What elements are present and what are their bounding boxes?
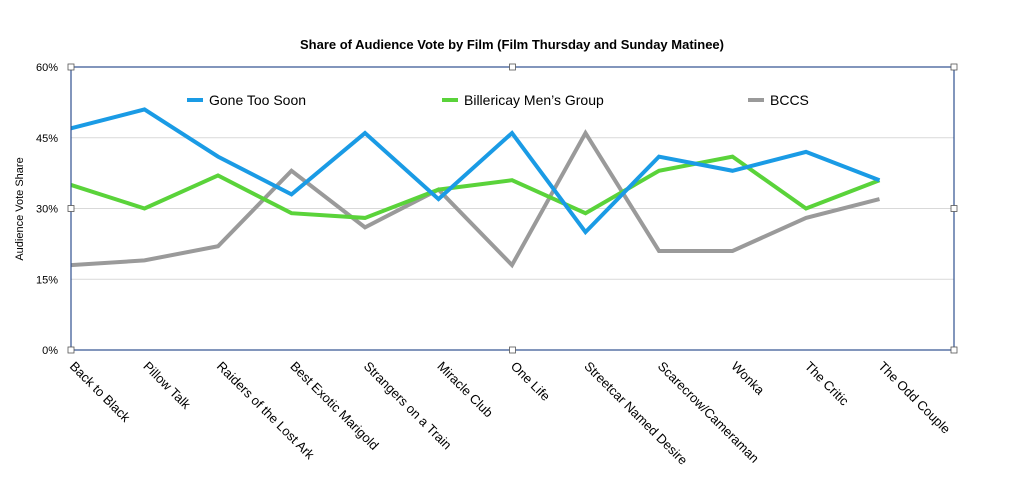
y-tick-label: 45%	[36, 133, 58, 145]
legend-label: BCCS	[770, 92, 809, 108]
x-tick-label: Back to Black	[67, 359, 134, 426]
x-tick-label: Wonka	[728, 359, 768, 399]
resize-handle[interactable]	[950, 346, 958, 354]
resize-handle[interactable]	[67, 346, 75, 354]
resize-handle[interactable]	[509, 346, 516, 354]
resize-handle[interactable]	[509, 63, 516, 71]
resize-handle[interactable]	[950, 63, 958, 71]
x-tick-label: One Life	[508, 359, 553, 404]
x-tick-labels: Back to Black Pillow Talk Raiders of the L…	[67, 359, 954, 468]
y-axis-label: Audience Vote Share	[14, 157, 26, 260]
resize-handle[interactable]	[950, 205, 958, 212]
x-tick-label: Miracle Club	[434, 359, 496, 421]
plot-frame	[67, 63, 958, 354]
y-tick-label: 60%	[36, 62, 58, 74]
chart-title: Share of Audience Vote by Film (Film Thu…	[300, 37, 724, 52]
legend-label: Billericay Men’s Group	[464, 92, 604, 108]
series-line-2	[70, 129, 880, 269]
y-tick-label: 15%	[36, 274, 58, 286]
legend-item-2: BCCS	[748, 92, 809, 108]
x-tick-label: The Critic	[802, 359, 852, 409]
x-tick-label: The Odd Couple	[875, 359, 953, 437]
legend-label: Gone Too Soon	[209, 92, 306, 108]
legend-item-0: Gone Too Soon	[187, 92, 306, 108]
y-tick-label: 30%	[36, 204, 58, 216]
series-line-0	[70, 107, 881, 236]
resize-handle[interactable]	[67, 63, 75, 71]
series-lines	[70, 107, 881, 269]
legend-item-1: Billericay Men’s Group	[442, 92, 604, 108]
legend: Gone Too Soon Billericay Men’s Group BCCS	[187, 92, 809, 108]
y-tick-label: 0%	[42, 345, 58, 357]
resize-handle[interactable]	[67, 205, 75, 212]
x-tick-label: Pillow Talk	[140, 359, 194, 413]
series-line-1	[70, 154, 881, 220]
y-tick-labels: 0% 15% 30% 45% 60%	[36, 62, 58, 357]
